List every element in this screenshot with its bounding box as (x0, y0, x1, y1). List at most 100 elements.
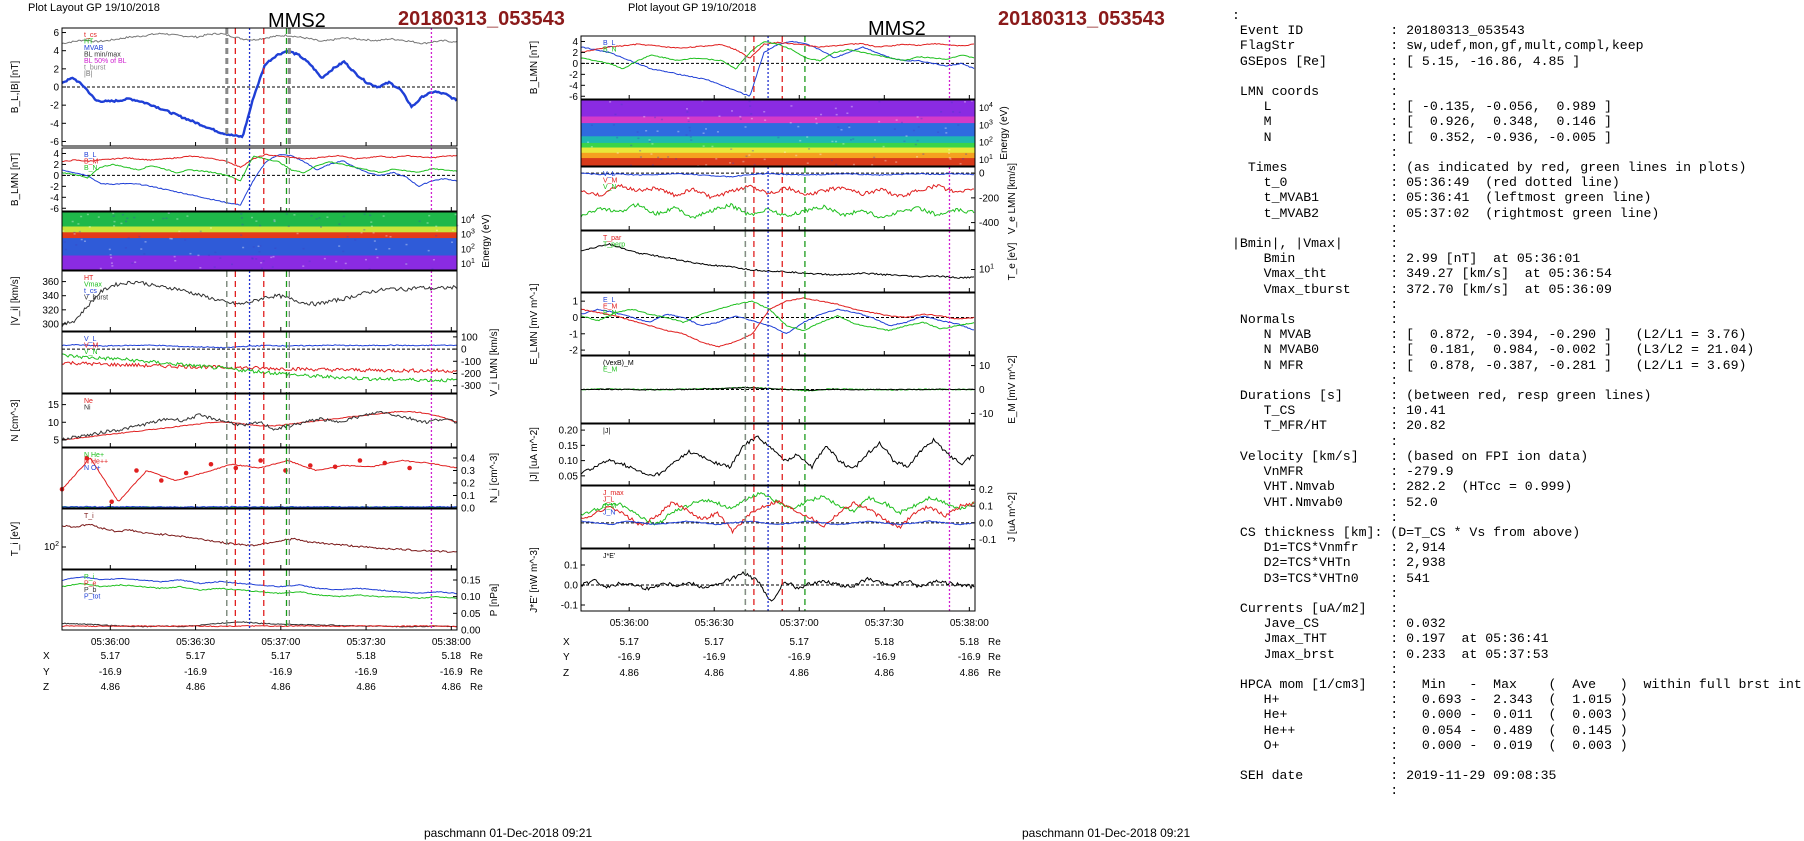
panel-je: 0.1 0.0 -0.1 J*E' J*E' [nW m^-3] (529, 547, 976, 613)
spectrogram-noise (252, 246, 255, 248)
info-line: O+ : 0.000 - 0.019 ( 0.003 ) (1232, 737, 1628, 753)
position-row-label: Y (563, 652, 570, 663)
right-header: Plot layout GP 19/10/2018 (628, 2, 757, 14)
x-tick-label: 05:36:00 (91, 637, 130, 648)
series-EM-line (580, 297, 975, 348)
info-line: D3=TCS*VHTn0 : 541 (1232, 570, 1430, 586)
spectrogram-noise (258, 251, 261, 253)
panel-blmn: 420-2-4-6 B_LB_N B_LMN [nT] (529, 35, 976, 103)
spectrogram-noise (797, 125, 800, 128)
position-value: 4.86 (186, 682, 206, 693)
panel-frame (580, 423, 976, 486)
spectrogram-band (62, 238, 457, 256)
spectrogram-noise (369, 214, 372, 217)
tick-label: 0 (979, 385, 985, 396)
panel-frame (61, 270, 458, 332)
legend-label: t_cs (84, 32, 97, 39)
tick-label: -200 (461, 369, 481, 380)
spectrogram-noise (748, 100, 751, 103)
position-value: 4.86 (356, 682, 376, 693)
spectrogram-noise (689, 136, 692, 138)
tick-label: 5 (53, 435, 59, 446)
spectrogram-noise (959, 162, 962, 165)
legend-label: |J| (603, 428, 610, 435)
info-line: CS thickness [km]: (D=T_CS * Vs from abo… (1232, 524, 1581, 540)
tick-label: 0.1 (979, 502, 993, 513)
panel-frame (61, 569, 458, 631)
tick-label: 10 (979, 361, 991, 372)
spectrogram-noise (435, 234, 438, 237)
tick-label: 0.05 (461, 609, 481, 620)
spectrogram-noise (944, 127, 947, 129)
tick-label: 10 (48, 418, 60, 429)
panel-frame (61, 508, 458, 570)
spectrogram-noise (260, 267, 263, 269)
spectrogram-noise (83, 240, 86, 243)
spectrogram-noise (739, 115, 742, 118)
info-line: T_MFR/HT : 20.82 (1232, 418, 1446, 434)
spectrogram-noise (948, 157, 951, 159)
info-line: Vmax_tht : 349.27 [km/s] at 05:36:54 (1232, 266, 1612, 282)
info-line: : (1232, 661, 1399, 677)
spectrogram-noise (871, 164, 874, 166)
series-Pi-line (61, 582, 457, 600)
spectrogram-noise (616, 136, 619, 139)
series-BM-line (580, 41, 975, 59)
series-BL-line (61, 154, 457, 206)
spectrogram-noise (121, 213, 124, 216)
spectrogram-noise (842, 143, 845, 145)
spectrogram-noise (427, 249, 430, 252)
spectrogram-noise (675, 158, 678, 160)
axis-label: B_LMN [nT] (529, 41, 540, 95)
spectrogram-noise (342, 215, 345, 218)
tick-superscript: 2 (471, 243, 475, 250)
spectrogram-noise (945, 132, 948, 134)
tick-superscript: 1 (989, 154, 993, 161)
spectrogram-noise (963, 101, 966, 103)
panel-background (62, 570, 457, 630)
tick-label: 100 (461, 332, 478, 343)
tick-label: 101 (461, 258, 475, 269)
tick-label: -300 (461, 381, 481, 392)
legend-label: V_N (603, 184, 617, 191)
info-line: N MVAB0 : [ 0.181, 0.984, -0.002 ] (L3/L… (1232, 342, 1755, 358)
spectrogram-noise (730, 110, 733, 112)
spectrogram-noise (688, 126, 691, 129)
spectrogram-noise (111, 265, 114, 267)
info-line: SEH date : 2019-11-29 09:08:35 (1232, 768, 1557, 784)
legend-label: V_burst (84, 295, 108, 302)
x-tick-label: 05:38:00 (432, 637, 471, 648)
legend-label: P_b (84, 587, 97, 594)
position-unit: Re (988, 652, 1001, 663)
panel-ve: 0 -200 -400 V_LV_MV_N V_e LMN [km/s] (580, 163, 1018, 234)
axis-label: B_LMN [nT] (10, 153, 21, 207)
position-value: 4.86 (271, 682, 291, 693)
spectrogram-noise (255, 220, 258, 222)
spectrogram-noise (831, 140, 834, 143)
tick-label: -6 (569, 92, 578, 103)
position-row-label: Z (43, 682, 49, 693)
spectrogram-noise (687, 117, 690, 119)
spectrogram-noise (637, 137, 640, 140)
series-VN-line (61, 353, 457, 383)
spectrogram-noise (310, 214, 313, 217)
data-point (382, 460, 388, 466)
spectrogram-noise (88, 226, 91, 228)
tick-label: 104 (979, 102, 993, 113)
axis-label: Energy (eV) (481, 214, 492, 267)
panel-frame (61, 331, 458, 394)
series-NHe-line (61, 457, 457, 502)
spectrogram-noise (639, 156, 642, 158)
spectrogram-noise (435, 225, 438, 228)
tick-label: 102 (979, 137, 993, 148)
spectrogram-noise (895, 119, 898, 121)
panel-frame (580, 230, 976, 293)
position-value: 4.86 (704, 668, 724, 679)
spectrogram-noise (110, 256, 113, 259)
tick-label: 340 (42, 291, 59, 302)
spectrogram-noise (260, 262, 263, 264)
spectrogram-noise (376, 256, 379, 259)
spectrogram-noise (763, 110, 766, 113)
info-line: Normals : (1232, 312, 1399, 328)
